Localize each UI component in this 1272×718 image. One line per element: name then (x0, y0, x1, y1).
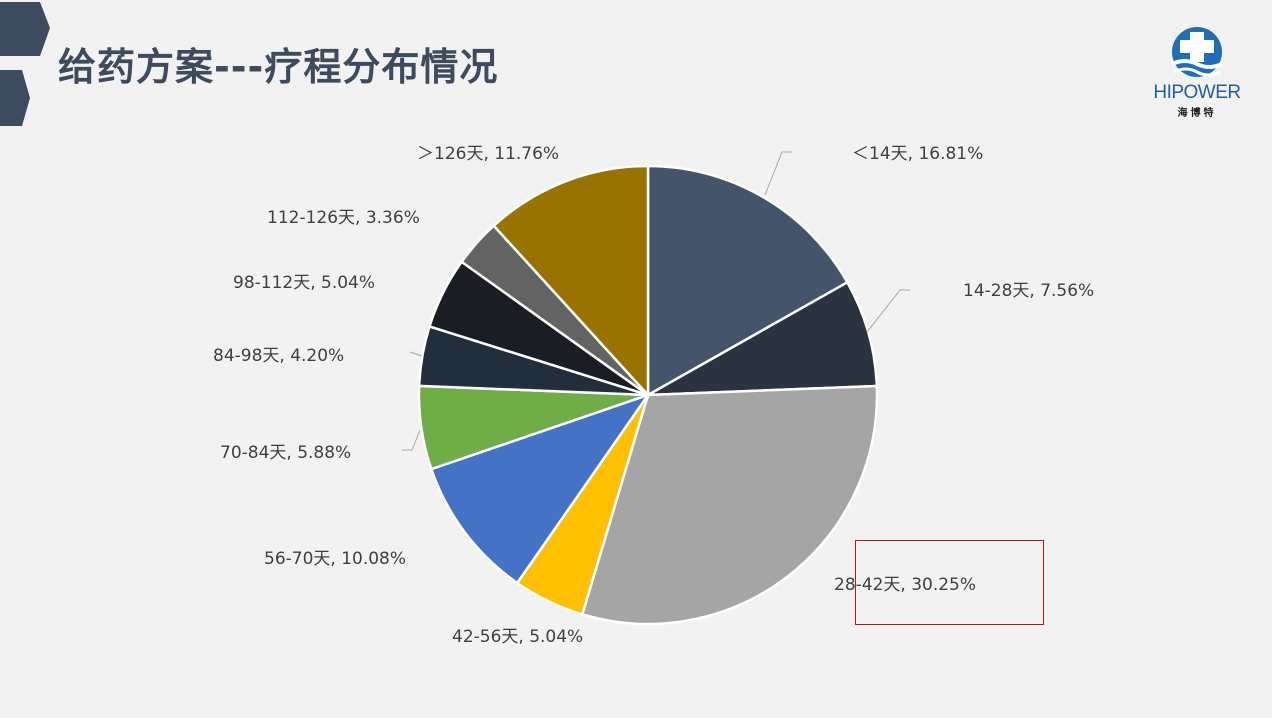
slice-label-6: 84-98天, 4.20% (213, 346, 344, 366)
leader-line-0 (764, 151, 792, 196)
slice-label-0: ＜14天, 16.81% (852, 144, 983, 164)
leader-line-1 (866, 289, 910, 333)
leader-lines (402, 151, 910, 451)
slice-label-4: 56-70天, 10.08% (264, 549, 406, 569)
slice-label-5: 70-84天, 5.88% (220, 443, 351, 463)
hipower-logo-icon (1171, 27, 1223, 77)
slice-label-7: 98-112天, 5.04% (233, 273, 375, 293)
slice-label-8: 112-126天, 3.36% (267, 208, 420, 228)
logo-text: HIPOWER (1153, 82, 1241, 103)
pie-slice-1 (647, 280, 879, 397)
slice-label-9: ＞126天, 11.76% (417, 144, 559, 164)
slice-labels: ＜14天, 16.81% 14-28天, 7.56% 28-42天, 30.25% 4… (213, 144, 1094, 647)
pie-slice-9 (491, 164, 650, 399)
pie-slice-4 (429, 392, 652, 585)
pie-slice-0 (646, 164, 850, 398)
logo-subtext: 海博特 (1177, 108, 1217, 119)
decorative-hexagons (0, 2, 50, 126)
leader-line-5 (402, 429, 421, 451)
leader-line-6 (409, 351, 423, 357)
page-title: 给药方案---疗程分布情况 (58, 45, 499, 89)
slice-label-2: 28-42天, 30.25% (834, 575, 976, 595)
highlight-box (855, 540, 1044, 625)
slice-label-3: 42-56天, 5.04% (452, 627, 583, 647)
pie-slice-2 (580, 384, 879, 626)
pie-slices (417, 164, 879, 626)
slice-label-1: 14-28天, 7.56% (963, 281, 1094, 301)
